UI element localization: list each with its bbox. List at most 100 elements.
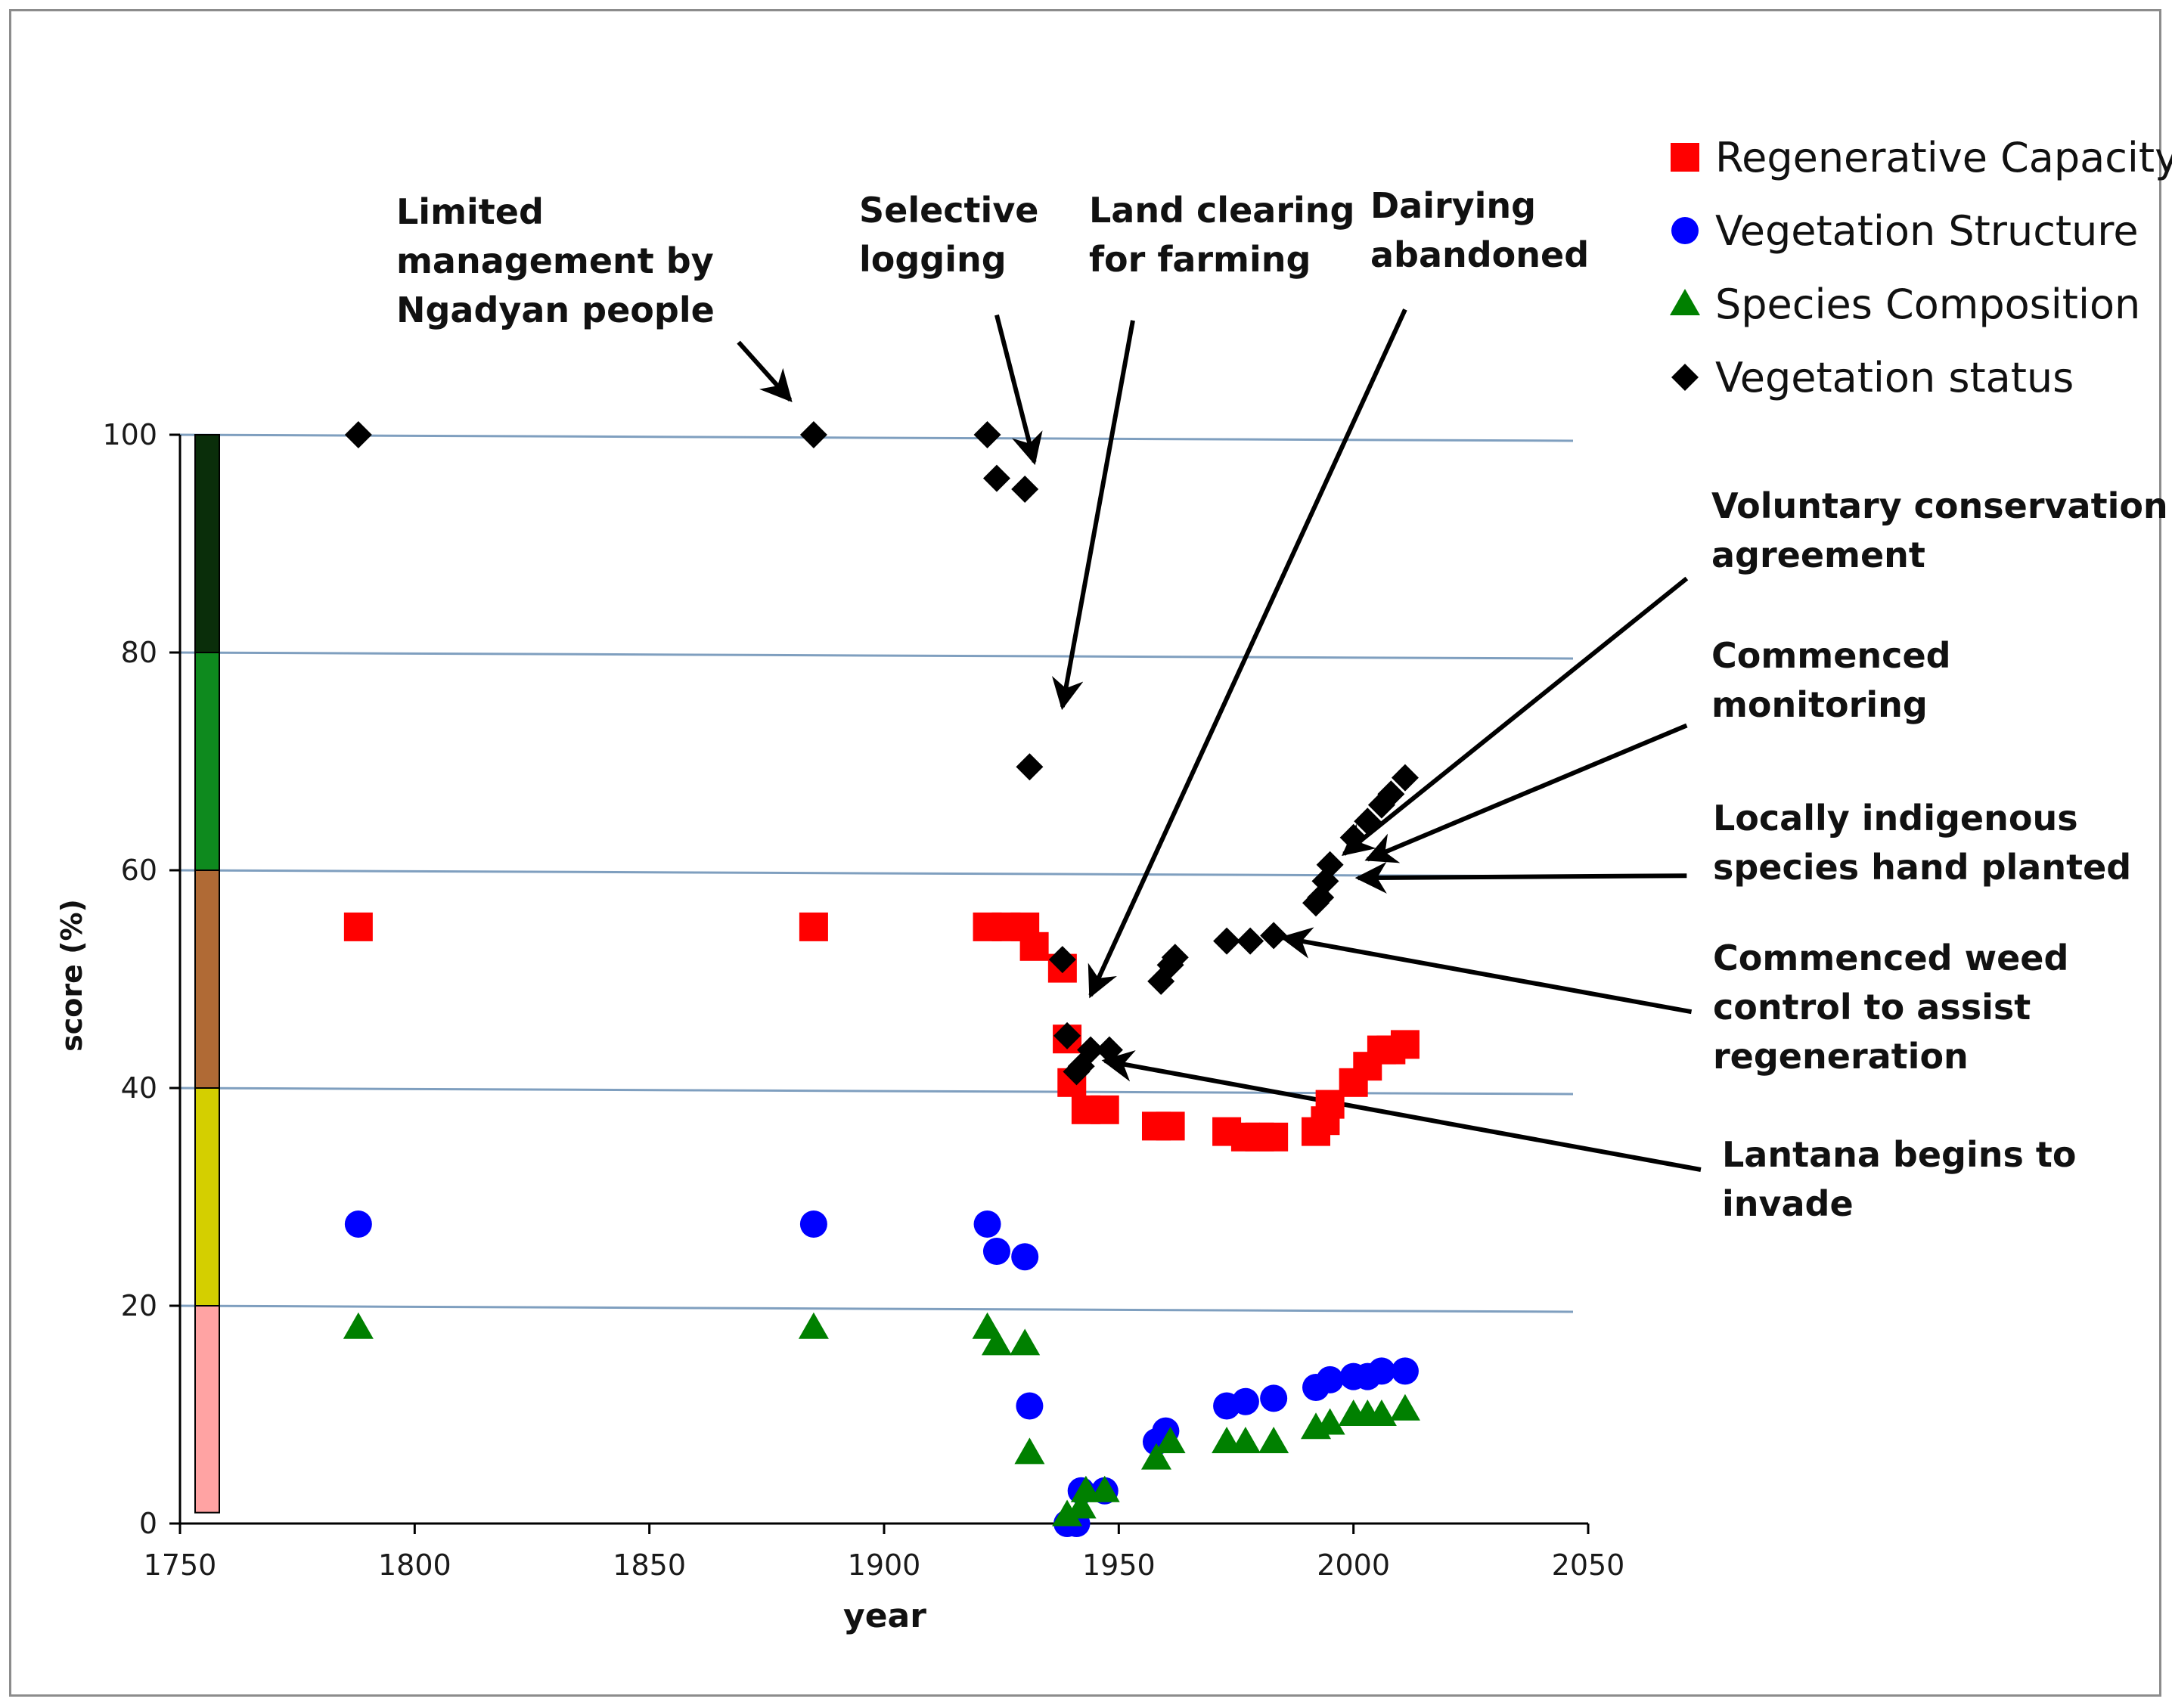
structure-point-2 [973, 1210, 1001, 1238]
status-band-1 [194, 652, 220, 871]
regen-point-5 [1019, 931, 1049, 961]
y-tick-label: 20 [121, 1289, 157, 1322]
annotation-line: monitoring [1711, 684, 1928, 725]
regen-point-10 [1090, 1095, 1119, 1124]
annotation-weed: Commenced weed control to assist regenerat… [1713, 938, 2068, 1077]
annotation-line: Lantana begins to [1722, 1134, 2077, 1175]
annotation-limited: Limited management by Ngadyan people [396, 191, 715, 330]
regen-point-0 [343, 912, 373, 941]
status-point-22 [1339, 823, 1367, 851]
regen-point-1 [799, 912, 828, 941]
status-point-26 [1391, 764, 1419, 792]
status-point-17 [1260, 922, 1288, 950]
x-tick-label: 2000 [1317, 1548, 1390, 1582]
x-tick-label: 1950 [1082, 1548, 1156, 1582]
legend-label-structure: Vegetation Structure [1715, 207, 2139, 255]
annotation-line: Land clearing [1089, 190, 1354, 231]
status-band-0 [194, 434, 220, 653]
x-tick-label: 1900 [848, 1548, 921, 1582]
composition-point-5 [1014, 1437, 1045, 1465]
arrow-lantana [1101, 1050, 1702, 1172]
arrow-monitoring [1364, 723, 1688, 863]
arrow-voluntary [1341, 576, 1689, 857]
structure-point-20 [1391, 1357, 1419, 1385]
status-band-3 [194, 1087, 220, 1307]
gridline-60 [172, 869, 1574, 878]
regen-point-24 [1390, 1030, 1420, 1059]
status-point-16 [1236, 927, 1264, 955]
y-tick-label: 100 [102, 418, 157, 451]
annotation-line: regeneration [1713, 1036, 1969, 1077]
structure-point-19 [1367, 1357, 1395, 1385]
annotation-line: Ngadyan people [396, 290, 715, 330]
legend-marker-structure [1671, 217, 1699, 244]
annotation-line: species hand planted [1713, 847, 2131, 888]
legend-marker-status [1671, 364, 1699, 391]
gridline-20 [172, 1304, 1574, 1313]
composition-point-3 [981, 1328, 1012, 1356]
status-color-bar [194, 434, 220, 1514]
status-point-6 [1048, 946, 1076, 974]
status-point-23 [1354, 808, 1382, 835]
annotation-lantana: Lantana begins to invade [1722, 1134, 2077, 1224]
annotation-line: Voluntary conservation [1711, 485, 2168, 526]
composition-point-7 [1066, 1492, 1097, 1519]
structure-point-0 [344, 1210, 372, 1238]
structure-point-3 [982, 1238, 1010, 1265]
composition-point-0 [343, 1312, 374, 1339]
annotation-line: Dairying [1370, 185, 1536, 226]
x-axis-label: year [843, 1597, 926, 1635]
status-point-14 [1161, 944, 1189, 972]
arrow-weed [1280, 927, 1693, 1015]
status-point-7 [1053, 1021, 1081, 1049]
structure-point-14 [1260, 1384, 1288, 1412]
y-tick-label: 40 [121, 1071, 157, 1105]
annotation-line: abandoned [1370, 234, 1589, 275]
arrow-logging [994, 314, 1043, 466]
x-tick-label: 1850 [613, 1548, 686, 1582]
annotation-line: logging [859, 239, 1007, 280]
y-tick-label: 0 [139, 1507, 157, 1540]
annotation-dairy: Dairying abandoned [1370, 185, 1589, 275]
y-tick-label: 80 [121, 636, 157, 669]
structure-point-4 [1011, 1243, 1039, 1271]
regen-point-16 [1259, 1122, 1289, 1152]
legend-label-composition: Species Composition [1715, 281, 2140, 328]
structure-point-5 [1016, 1392, 1044, 1420]
arrow-planted [1354, 861, 1687, 894]
y-axis-label: score (%) [55, 899, 88, 1052]
arrow-limited [737, 340, 793, 403]
legend-label-status: Vegetation status [1715, 354, 2074, 401]
status-point-5 [1016, 753, 1044, 781]
x-tick-label: 1750 [144, 1548, 217, 1582]
status-point-21 [1316, 851, 1344, 879]
composition-point-16 [1314, 1408, 1345, 1435]
gridline-100 [172, 433, 1574, 442]
annotation-line: Selective [859, 190, 1039, 231]
annotation-line: control to assist [1713, 987, 2031, 1028]
data-points [343, 421, 1420, 1537]
composition-point-14 [1258, 1427, 1289, 1453]
legend-marker-composition [1670, 289, 1700, 315]
annotation-arrows [737, 308, 1702, 1172]
status-point-2 [973, 421, 1001, 448]
gridline-80 [172, 651, 1574, 660]
status-point-11 [1095, 1036, 1123, 1064]
arrow-dairy [1088, 308, 1407, 999]
y-tick-label: 60 [121, 854, 157, 887]
annotation-line: Limited [396, 191, 544, 232]
regen-point-12 [1156, 1111, 1185, 1141]
structure-point-1 [799, 1210, 827, 1238]
status-point-25 [1377, 780, 1405, 808]
composition-point-10 [1140, 1443, 1171, 1470]
status-band-2 [194, 869, 220, 1089]
legend-label-regen: Regenerative Capacity [1715, 134, 2172, 181]
composition-point-4 [1010, 1328, 1041, 1356]
legend: Regenerative Capacity Vegetation Structur… [1670, 134, 2172, 401]
figure-frame [9, 9, 2161, 1697]
status-point-1 [799, 421, 827, 448]
x-tick-label: 2050 [1552, 1548, 1625, 1582]
annotation-line: invade [1722, 1183, 1854, 1224]
annotation-line: Commenced [1711, 635, 1951, 676]
